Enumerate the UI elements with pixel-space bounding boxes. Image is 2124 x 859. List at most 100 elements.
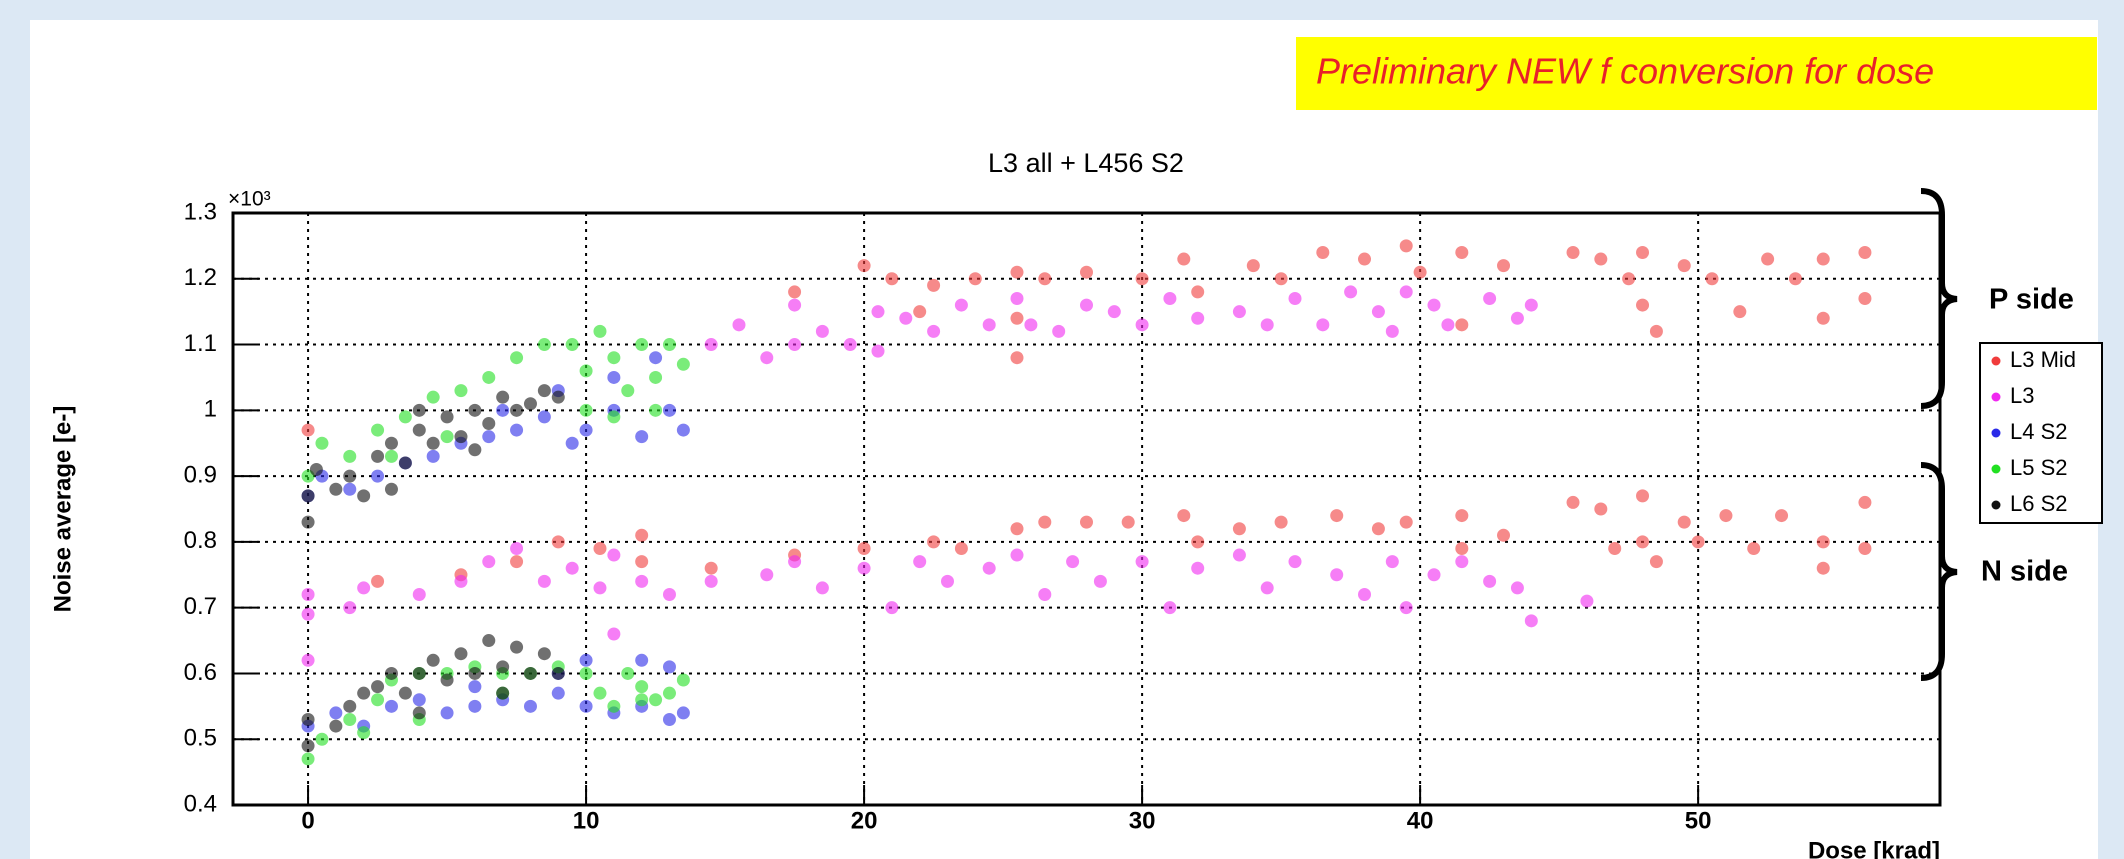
point: [329, 706, 343, 720]
point: [1052, 324, 1066, 338]
point: [704, 338, 718, 352]
point: [412, 666, 426, 680]
point: [343, 699, 357, 713]
point: [301, 588, 315, 602]
point: [1163, 292, 1177, 306]
point: [510, 541, 524, 555]
point: [482, 370, 496, 384]
point: [1371, 305, 1385, 319]
banner: Preliminary NEW f conversion for dose: [1316, 51, 1934, 92]
point: [1761, 252, 1775, 266]
y-tick-label: 0.9: [184, 461, 217, 488]
panel: [30, 20, 2098, 859]
y-tick-label: 0.5: [184, 725, 217, 752]
point: [1483, 292, 1497, 306]
point: [1399, 285, 1413, 299]
point: [1093, 574, 1107, 588]
point: [510, 351, 524, 365]
point: [857, 541, 871, 555]
point: [1816, 311, 1830, 325]
point: [607, 548, 621, 562]
legend-label: L3: [2010, 383, 2034, 408]
point: [468, 666, 482, 680]
point: [1344, 285, 1358, 299]
point: [468, 443, 482, 457]
point: [496, 403, 510, 417]
chart-title: L3 all + L456 S2: [988, 148, 1184, 178]
point: [1399, 601, 1413, 615]
point: [384, 699, 398, 713]
point: [843, 338, 857, 352]
point: [899, 311, 913, 325]
point: [607, 627, 621, 641]
point: [1232, 522, 1246, 536]
point: [1608, 541, 1622, 555]
point: [579, 666, 593, 680]
point: [426, 449, 440, 463]
point: [1427, 568, 1441, 582]
x-tick-label: 40: [1407, 807, 1434, 834]
point: [885, 601, 899, 615]
annotation: P side: [1989, 284, 2074, 316]
point: [1816, 535, 1830, 549]
point: [760, 351, 774, 365]
point: [579, 653, 593, 667]
legend-label: L3 Mid: [2010, 347, 2076, 372]
point: [940, 574, 954, 588]
point: [788, 298, 802, 312]
point: [315, 436, 329, 450]
point: [1274, 272, 1288, 286]
point: [1010, 311, 1024, 325]
point: [440, 706, 454, 720]
point: [1316, 245, 1330, 259]
legend-label: L5 S2: [2010, 455, 2068, 480]
point: [927, 278, 941, 292]
point: [1858, 541, 1872, 555]
point: [343, 712, 357, 726]
point: [565, 338, 579, 352]
point: [1816, 252, 1830, 266]
point: [954, 541, 968, 555]
x-axis-label: Dose [krad]: [1808, 837, 1940, 859]
y-tick-label: 0.4: [184, 790, 217, 817]
point: [537, 384, 551, 398]
point: [635, 338, 649, 352]
point: [551, 686, 565, 700]
x-tick-label: 20: [851, 807, 878, 834]
legend-marker: [1991, 500, 2001, 510]
point: [1649, 324, 1663, 338]
point: [1163, 601, 1177, 615]
point: [1080, 265, 1093, 279]
point: [1677, 515, 1691, 529]
legend-marker: [1991, 464, 2001, 474]
point: [565, 436, 579, 450]
point: [1858, 245, 1872, 259]
point: [607, 410, 621, 424]
point: [1135, 272, 1149, 286]
point: [426, 653, 440, 667]
point: [315, 732, 329, 746]
point: [815, 324, 829, 338]
point: [412, 706, 426, 720]
point: [1066, 555, 1080, 569]
point: [1413, 265, 1427, 279]
point: [676, 357, 690, 371]
point: [927, 324, 941, 338]
point: [649, 351, 663, 365]
point: [343, 469, 357, 483]
point: [649, 403, 663, 417]
y-tick-label: 0.7: [184, 593, 217, 620]
point: [1330, 568, 1344, 582]
point: [510, 403, 524, 417]
point: [857, 561, 871, 575]
point: [1455, 555, 1469, 569]
point: [551, 535, 565, 549]
point: [412, 588, 426, 602]
point: [1107, 305, 1121, 319]
point: [1427, 298, 1441, 312]
point: [1010, 522, 1024, 536]
y-tick-label: 1: [204, 396, 217, 423]
point: [676, 673, 690, 687]
point: [454, 574, 468, 588]
